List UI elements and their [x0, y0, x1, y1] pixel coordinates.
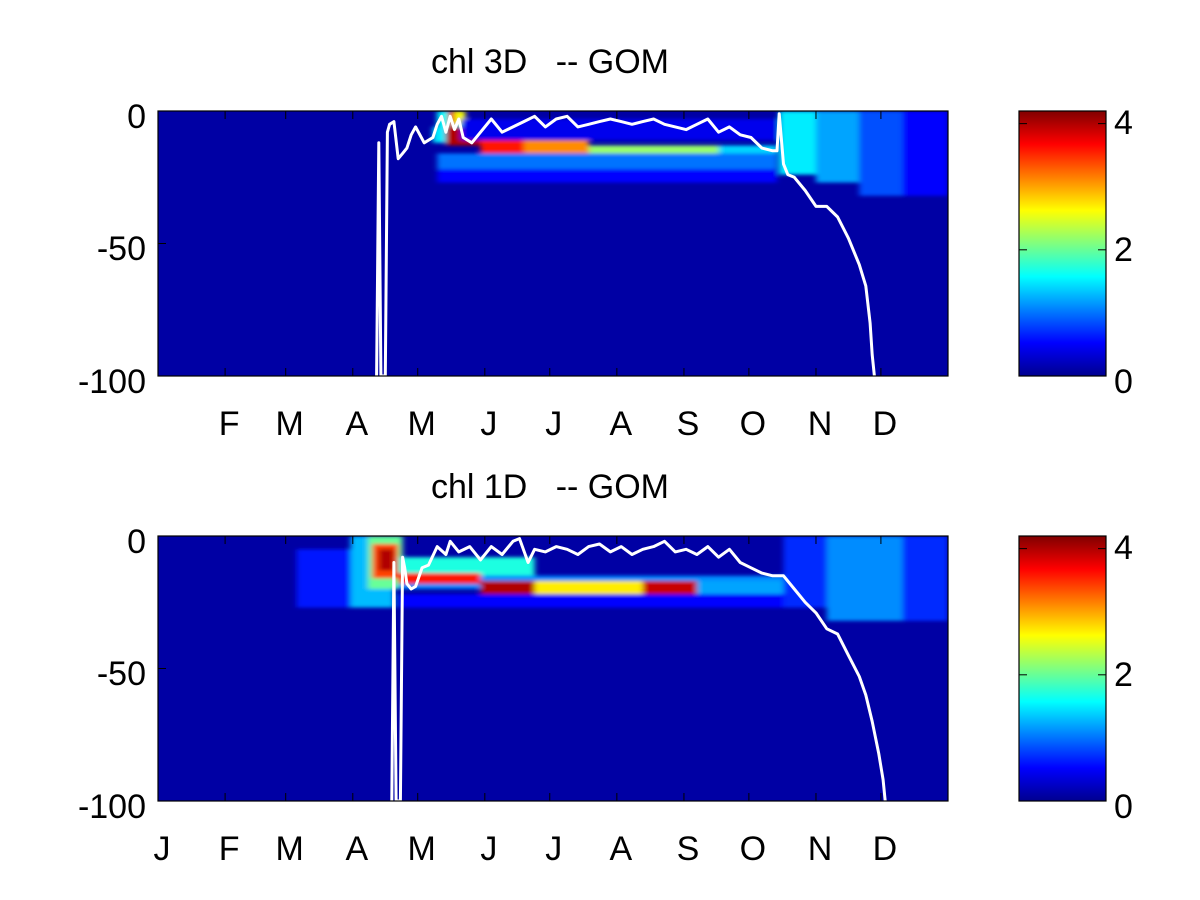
x-tick-label: S [677, 830, 700, 868]
colorbar-tick-label: 2 [1114, 231, 1133, 269]
colorbar: 4 2 0 [1018, 104, 1133, 401]
colorbar: 4 2 0 [1018, 529, 1133, 826]
x-tick-label: M [408, 405, 436, 443]
x-tick-label: M [408, 830, 436, 868]
x-tick-label: D [873, 830, 898, 868]
y-axis: 0 -50 -100 [78, 98, 166, 401]
heatmap-cell [859, 111, 903, 196]
heatmap-cell [642, 581, 697, 595]
y-tick-label: -100 [78, 788, 146, 826]
heatmap-cell [480, 137, 524, 154]
heatmap-cells [296, 536, 948, 621]
heatmap-cell [902, 111, 948, 196]
heatmap-cell [783, 536, 827, 608]
x-tick-label: A [610, 405, 633, 443]
heatmap-cell [718, 145, 778, 157]
y-tick-label: 0 [127, 523, 146, 561]
heatmap-cell [902, 536, 948, 621]
heatmap-cell [523, 140, 589, 154]
colorbar-tick-label: 4 [1114, 104, 1133, 142]
heatmap-cell [454, 111, 466, 125]
y-tick-label: -50 [97, 655, 146, 693]
x-tick-label: S [677, 405, 700, 443]
heatmap-cell [815, 111, 860, 183]
y-tick-label: -50 [97, 230, 146, 268]
x-tick-label: O [740, 830, 766, 868]
x-tick-label: J [545, 830, 562, 868]
heatmap-cell [437, 169, 778, 183]
x-tick-label: O [740, 405, 766, 443]
heatmap-cell [480, 581, 535, 595]
heatmap-cell [398, 573, 481, 584]
heatmap-cells [432, 111, 948, 196]
heatmap-cell [696, 581, 784, 595]
heatmap-cell [826, 536, 903, 621]
x-tick-label: D [873, 405, 898, 443]
x-tick-label: F [219, 405, 240, 443]
chart-title: chl 3D -- GOM [431, 43, 669, 81]
x-tick-label: J [480, 830, 497, 868]
heatmap-cell [378, 549, 394, 571]
colorbar-gradient [1018, 535, 1107, 802]
y-tick-label: -100 [78, 363, 146, 401]
mixed-layer-depth-line [390, 537, 887, 801]
x-tick-label: J [545, 405, 562, 443]
x-tick-label: A [345, 830, 368, 868]
x-tick-label: J [154, 830, 171, 868]
y-axis: 0 -50 -100 [78, 523, 166, 826]
heatmap-cell [779, 111, 816, 175]
y-tick-label: 0 [127, 98, 146, 136]
colorbar-tick-label: 4 [1114, 529, 1133, 567]
colorbar-tick-label: 2 [1114, 656, 1133, 694]
heatmap-cell [398, 557, 535, 576]
x-tick-label: A [345, 405, 368, 443]
colorbar-tick-label: 0 [1114, 788, 1133, 826]
colorbar-gradient [1018, 110, 1107, 377]
x-tick-label: A [610, 830, 633, 868]
chart-title: chl 1D -- GOM [431, 468, 669, 506]
heatmap-cell [588, 145, 719, 157]
x-tick-label: N [808, 405, 833, 443]
colorbar-tick-label: 0 [1114, 363, 1133, 401]
heatmap-cell [534, 581, 643, 595]
x-tick-label: F [219, 830, 240, 868]
x-tick-label: M [276, 830, 304, 868]
x-tick-label: M [276, 405, 304, 443]
heatmap-cell [437, 153, 778, 170]
heatmap-cell [296, 549, 351, 608]
mixed-layer-depth-line [375, 112, 876, 376]
x-tick-label: J [480, 405, 497, 443]
x-tick-label: N [808, 830, 833, 868]
heatmap-cell [398, 594, 784, 608]
